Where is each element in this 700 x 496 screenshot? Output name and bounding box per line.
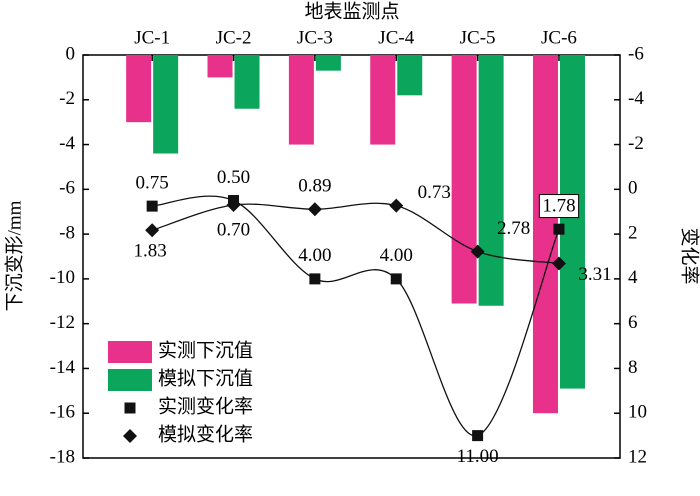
- y-tick-label: -18: [50, 446, 75, 467]
- legend-swatch: [108, 369, 152, 391]
- bar: [153, 55, 179, 154]
- y-tick-label: -16: [50, 402, 75, 423]
- marker: [553, 223, 565, 235]
- label-box: [538, 194, 580, 219]
- x-tick-label: JC-2: [216, 27, 252, 48]
- marker: [226, 198, 241, 213]
- data-label: 0.70: [217, 219, 250, 240]
- plot-frame: [82, 54, 621, 459]
- data-label: 0.50: [217, 167, 250, 188]
- bar: [207, 55, 233, 78]
- bar: [397, 55, 423, 96]
- line: [151, 202, 560, 265]
- marker: [390, 273, 402, 285]
- data-label: 2.78: [497, 218, 530, 239]
- data-label: 4.00: [298, 245, 331, 266]
- bar: [370, 55, 396, 145]
- marker: [123, 429, 137, 443]
- x-axis-title: 地表监测点: [304, 0, 399, 22]
- x-tick-label: JC-1: [134, 27, 170, 48]
- marker: [389, 198, 404, 213]
- y2-tick-label: 6: [628, 312, 638, 333]
- y-tick-label: -10: [50, 267, 75, 288]
- marker: [309, 273, 321, 285]
- data-label: 0.75: [136, 172, 169, 193]
- y-tick-label: -2: [59, 88, 75, 109]
- data-label: 11.00: [457, 446, 499, 467]
- data-label: 0.89: [298, 176, 331, 197]
- marker: [124, 402, 136, 414]
- y-tick-label: 0: [66, 43, 76, 64]
- bar: [478, 55, 504, 306]
- x-tick-label: JC-4: [378, 27, 414, 48]
- y2-tick-label: -2: [628, 133, 644, 154]
- y-tick-label: -8: [59, 222, 75, 243]
- legend-label: 实测下沉值: [158, 339, 253, 361]
- y-tick-label: -4: [59, 133, 75, 154]
- data-label: 3.31: [578, 264, 611, 285]
- marker: [472, 430, 484, 442]
- y2-tick-label: 2: [628, 222, 638, 243]
- y-tick-label: -14: [50, 357, 76, 378]
- legend-label: 模拟变化率: [158, 423, 253, 445]
- y2-tick-label: 8: [628, 357, 638, 378]
- data-label: 1.78: [542, 196, 575, 217]
- y-tick-label: -6: [59, 178, 75, 199]
- x-tick-label: JC-6: [541, 27, 577, 48]
- y2-tick-label: 12: [628, 446, 647, 467]
- bar: [315, 55, 341, 71]
- bar: [559, 55, 585, 389]
- bar: [126, 55, 152, 123]
- y2-tick-label: 0: [628, 178, 638, 199]
- legend-label: 实测变化率: [158, 395, 253, 417]
- data-label: 4.00: [380, 245, 413, 266]
- y2-axis-title: 变化率: [679, 227, 700, 284]
- marker: [145, 223, 160, 238]
- bar: [288, 55, 314, 145]
- y2-tick-label: -4: [628, 88, 644, 109]
- marker: [146, 200, 158, 212]
- y-tick-label: -12: [50, 312, 75, 333]
- y2-tick-label: -6: [628, 43, 644, 64]
- x-tick-label: JC-5: [460, 27, 496, 48]
- y2-tick-label: 4: [628, 267, 638, 288]
- marker: [470, 244, 485, 259]
- y2-tick-label: 10: [628, 402, 647, 423]
- data-label: 1.83: [134, 241, 167, 262]
- x-tick-label: JC-3: [297, 27, 333, 48]
- bar: [234, 55, 260, 109]
- data-label: 0.73: [418, 182, 451, 203]
- y-axis-title: 下沉变形/mm: [3, 200, 25, 311]
- marker: [307, 202, 322, 217]
- legend-label: 模拟下沉值: [158, 367, 253, 389]
- bar: [451, 55, 477, 304]
- legend-swatch: [108, 341, 152, 363]
- marker: [551, 256, 566, 271]
